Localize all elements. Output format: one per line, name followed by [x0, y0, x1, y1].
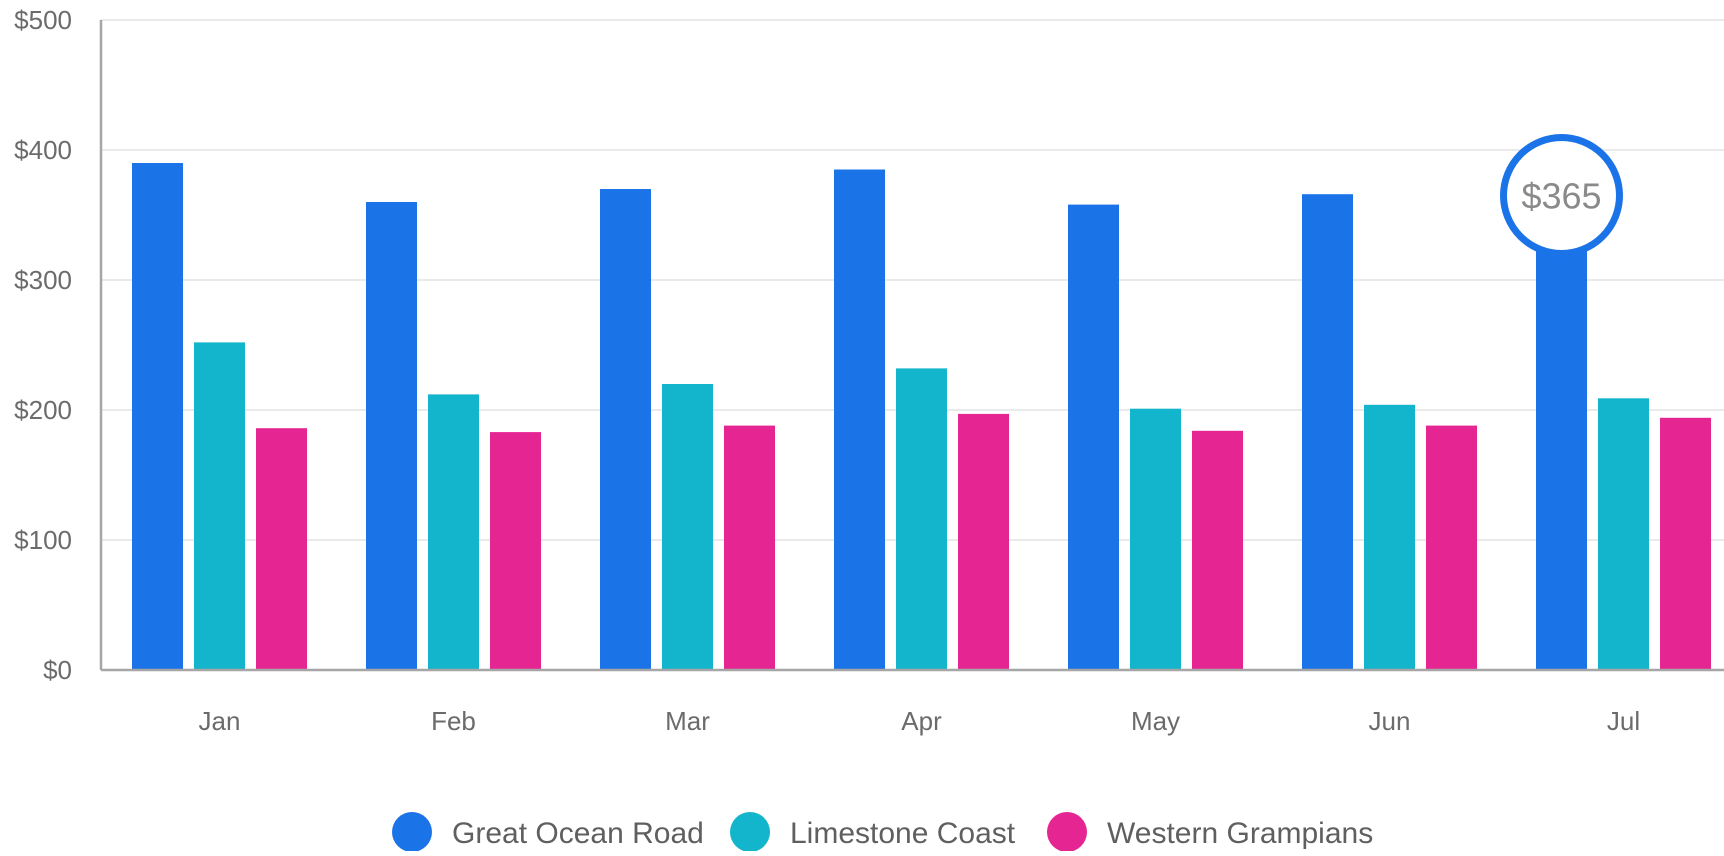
y-tick-label: $100 [14, 525, 72, 555]
bar-limestone-coast-apr[interactable] [896, 368, 947, 670]
bar-limestone-coast-jun[interactable] [1364, 404, 1415, 670]
x-tick-label: Apr [901, 706, 942, 736]
bar-western-grampians-feb[interactable] [490, 432, 541, 670]
legend-item-great-ocean-road[interactable]: Great Ocean Road [392, 812, 704, 852]
tooltip-bubble [1500, 134, 1623, 257]
legend-swatch-icon [392, 812, 432, 852]
bar-limestone-coast-jul[interactable] [1598, 398, 1649, 670]
legend-label: Great Ocean Road [452, 817, 704, 850]
bar-great-ocean-road-feb[interactable] [366, 202, 417, 670]
axis-layer: $0 $100 $200 $300 $400 $500 [14, 5, 1724, 685]
x-tick-label: Jan [199, 706, 241, 736]
bar-great-ocean-road-mar[interactable] [600, 189, 651, 670]
x-tick-label: Feb [431, 706, 476, 736]
bar-great-ocean-road-may[interactable] [1068, 204, 1119, 670]
legend-label: Limestone Coast [790, 817, 1016, 850]
legend-item-limestone-coast[interactable]: Limestone Coast [730, 812, 1016, 852]
y-tick-label: $500 [14, 5, 72, 35]
bar-western-grampians-jan[interactable] [256, 428, 307, 670]
bar-western-grampians-mar[interactable] [724, 425, 775, 670]
bar-great-ocean-road-jun[interactable] [1302, 194, 1353, 670]
x-tick-label: May [1131, 706, 1180, 736]
legend-item-western-grampians[interactable]: Western Grampians [1047, 812, 1373, 852]
legend-swatch-icon [1047, 812, 1087, 852]
bar-western-grampians-jun[interactable] [1426, 425, 1477, 670]
x-tick-label: Jul [1607, 706, 1640, 736]
bar-western-grampians-may[interactable] [1192, 430, 1243, 670]
x-tick-label: Jun [1369, 706, 1411, 736]
bar-limestone-coast-feb[interactable] [428, 394, 479, 670]
y-tick-label: $200 [14, 395, 72, 425]
legend-swatch-icon [730, 812, 770, 852]
bars-layer [132, 163, 1711, 670]
bar-limestone-coast-jan[interactable] [194, 342, 245, 670]
y-tick-label: $0 [43, 655, 72, 685]
y-tick-label: $300 [14, 265, 72, 295]
x-axis-labels: Jan Feb Mar Apr May Jun Jul [199, 706, 1641, 736]
bar-great-ocean-road-jan[interactable] [132, 163, 183, 670]
legend: Great Ocean Road Limestone Coast Western G… [392, 812, 1373, 852]
bar-great-ocean-road-jul[interactable] [1536, 195, 1587, 671]
bar-limestone-coast-mar[interactable] [662, 384, 713, 670]
y-tick-label: $400 [14, 135, 72, 165]
bar-western-grampians-jul[interactable] [1660, 417, 1711, 670]
x-tick-label: Mar [665, 706, 710, 736]
tooltip-layer: $365 [1500, 134, 1623, 257]
tooltip-value: $365 [1521, 176, 1601, 217]
bar-limestone-coast-may[interactable] [1130, 408, 1181, 670]
bar-western-grampians-apr[interactable] [958, 413, 1009, 670]
legend-label: Western Grampians [1107, 817, 1373, 850]
bar-great-ocean-road-apr[interactable] [834, 169, 885, 671]
